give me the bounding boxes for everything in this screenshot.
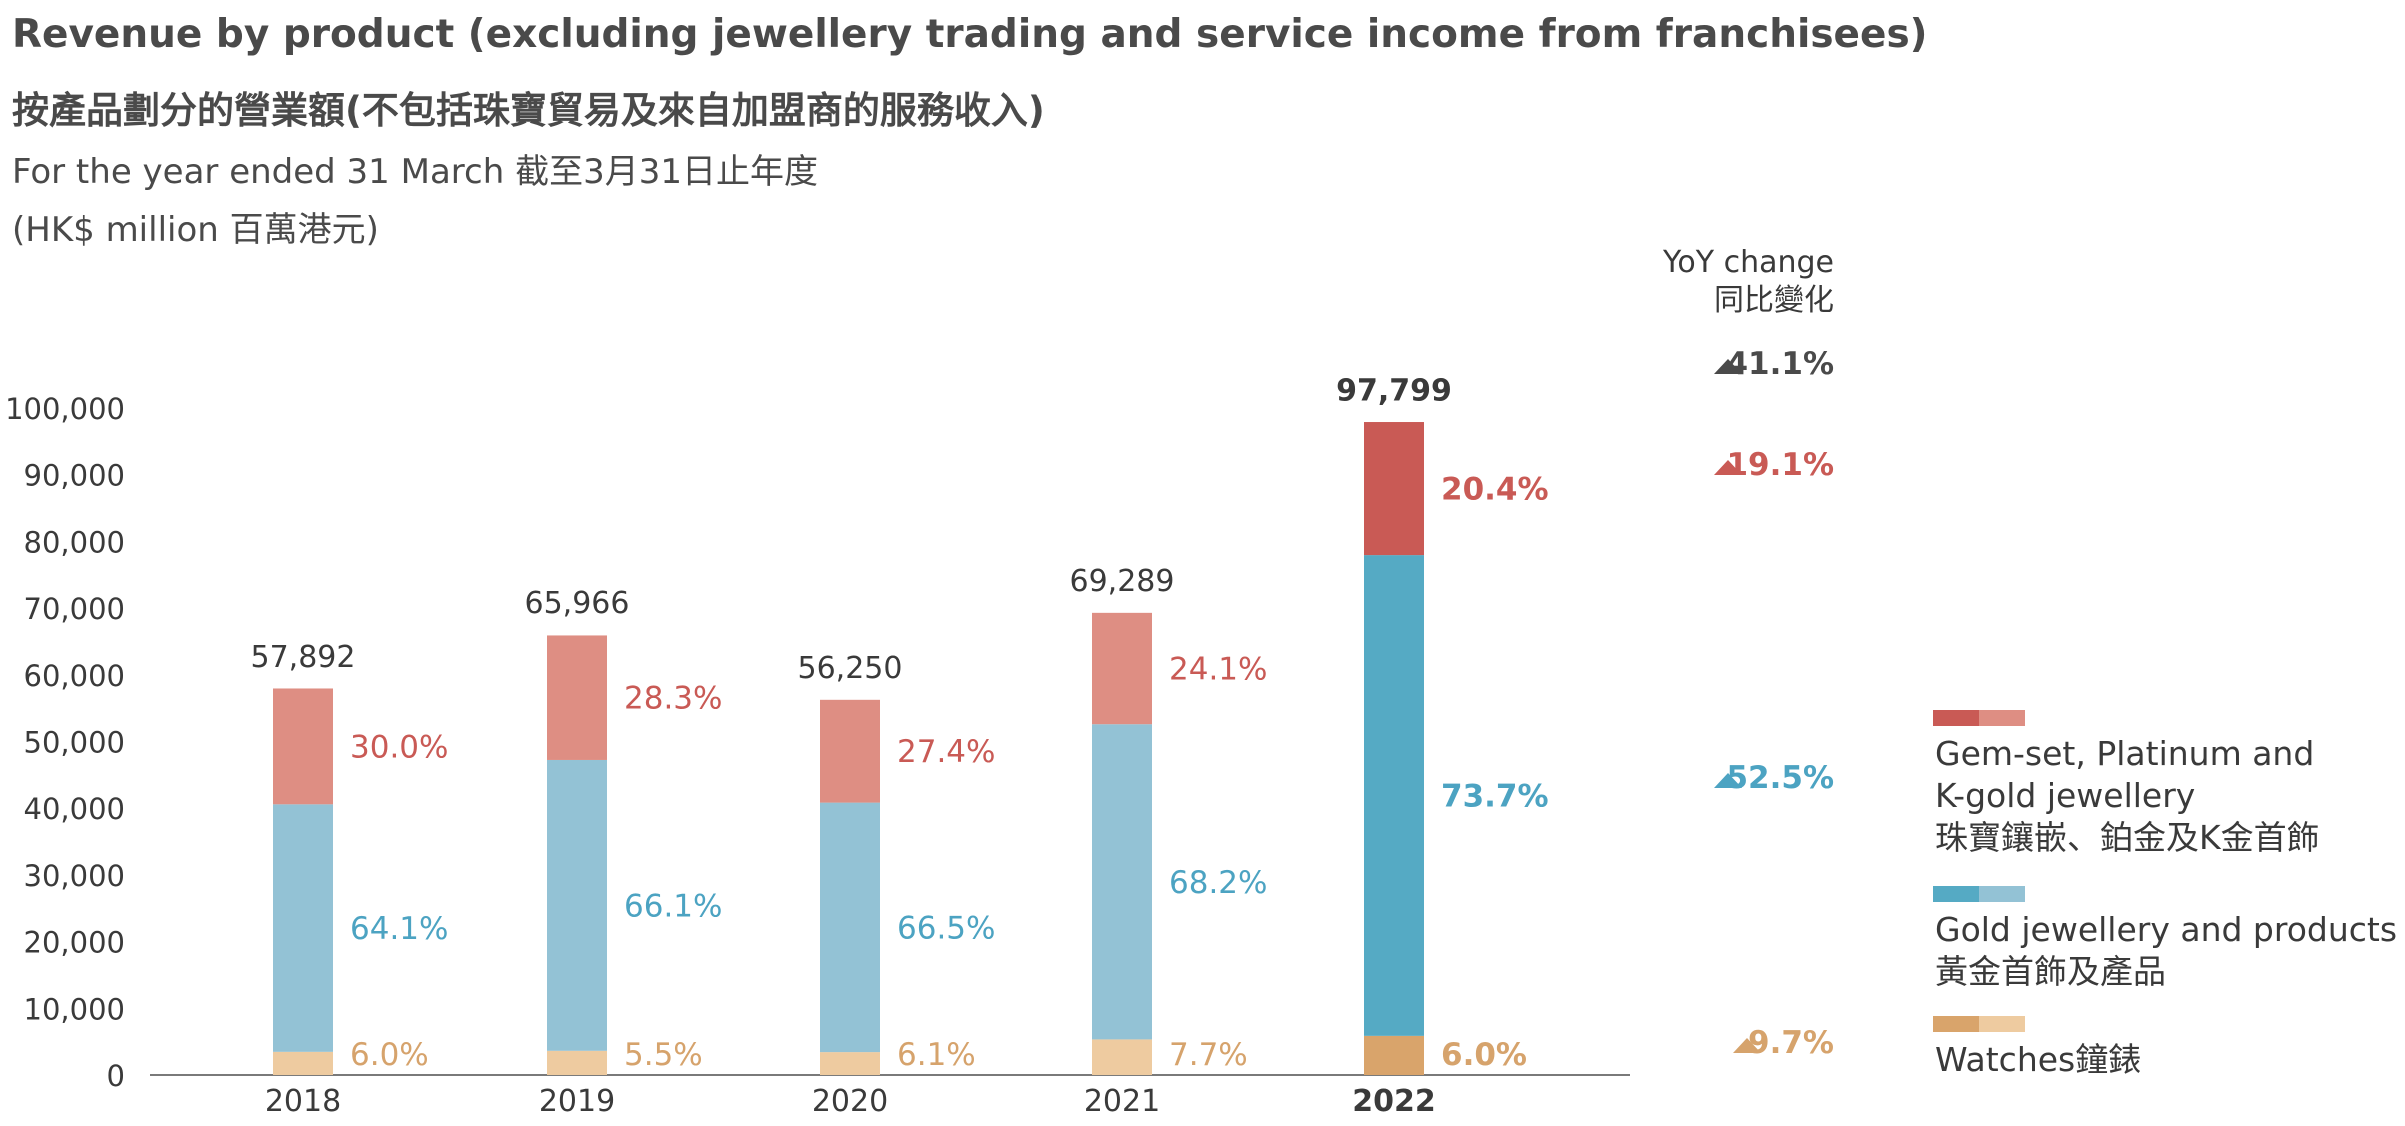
y-axis: 0 10,000 20,000 30,000 40,000 50,000 60,000 70,… — [5, 392, 1630, 1093]
share-label-gold-2020: 66.5% — [897, 910, 995, 946]
period-subtitle: For the year ended 31 March 截至3月31日止年度 — [12, 152, 818, 192]
total-label-2022: 97,799 — [1336, 374, 1452, 409]
yoy-value-watches: 9.7% — [1748, 1025, 1834, 1061]
x-tick-label-2019: 2019 — [539, 1084, 615, 1119]
chart-title-en: Revenue by product (excluding jewellery … — [12, 12, 1928, 57]
legend-swatch-light-watches — [1979, 1016, 2025, 1032]
bar-segment-gemset-2020 — [820, 699, 880, 803]
y-tick-label: 50,000 — [24, 726, 125, 760]
y-tick-label: 70,000 — [24, 592, 125, 626]
share-label-gold-2022: 73.7% — [1441, 778, 1549, 814]
x-tick-label-2020: 2020 — [812, 1084, 888, 1119]
share-label-gold-2018: 64.1% — [350, 911, 448, 947]
y-tick-label: 0 — [107, 1059, 125, 1093]
legend-label-gold: 黃金首飾及產品 — [1935, 952, 2166, 991]
legend-swatch-light-gold — [1979, 886, 2025, 902]
total-label-2021: 69,289 — [1070, 564, 1175, 599]
total-label-2020: 56,250 — [798, 651, 903, 686]
legend-swatch-dark-watches — [1933, 1016, 1979, 1032]
up-arrow-icon — [1714, 773, 1742, 788]
bar-segment-gold-2021 — [1092, 724, 1152, 1040]
y-tick-label: 20,000 — [24, 926, 125, 960]
legend-label-watches: Watches鐘錶 — [1935, 1040, 2141, 1079]
share-label-gemset-2021: 24.1% — [1169, 652, 1267, 688]
yoy-value-gold: 52.5% — [1726, 760, 1834, 796]
legend-label-gemset: Gem-set, Platinum and — [1935, 734, 2314, 773]
yoy-header-zh: 同比變化 — [1714, 283, 1834, 318]
bar-segment-gemset-2019 — [547, 635, 607, 760]
share-label-watches-2019: 5.5% — [624, 1037, 703, 1073]
bar-segment-gemset-2021 — [1092, 612, 1152, 725]
bar-segment-watches-2020 — [820, 1052, 880, 1075]
share-label-gold-2019: 66.1% — [624, 888, 722, 924]
legend-swatch-dark-gemset — [1933, 710, 1979, 726]
y-tick-label: 10,000 — [24, 992, 125, 1026]
up-arrow-icon — [1714, 359, 1742, 374]
yoy-value-total: 41.1% — [1726, 346, 1834, 382]
bar-segment-gold-2022 — [1364, 555, 1424, 1036]
share-label-gemset-2018: 30.0% — [350, 729, 448, 765]
bar-segment-watches-2019 — [547, 1050, 607, 1075]
bar-segment-gemset-2018 — [273, 688, 333, 805]
share-label-watches-2021: 7.7% — [1169, 1037, 1248, 1073]
share-label-watches-2018: 6.0% — [350, 1037, 429, 1073]
bar-segment-gold-2018 — [273, 804, 333, 1052]
share-label-gemset-2022: 20.4% — [1441, 472, 1549, 508]
yoy-header-en: YoY change — [1662, 245, 1834, 280]
yoy-value-gemset: 19.1% — [1726, 447, 1834, 483]
bar-segment-gold-2020 — [820, 802, 880, 1053]
share-label-gemset-2019: 28.3% — [624, 681, 722, 717]
share-label-watches-2022: 6.0% — [1441, 1037, 1527, 1073]
y-tick-label: 40,000 — [24, 792, 125, 826]
up-arrow-icon — [1714, 460, 1742, 475]
x-tick-label-2022: 2022 — [1352, 1084, 1436, 1119]
bar-segment-gemset-2022 — [1364, 422, 1424, 556]
legend-label-gold: Gold jewellery and products — [1935, 910, 2397, 949]
bars: 6.0% 64.1% 30.0% 57,892 5.5% 66.1% 28.3% 65,966… — [251, 374, 1549, 1075]
chart-title-zh: 按產品劃分的營業額(不包括珠寶貿易及來自加盟商的服務收入) — [12, 89, 1045, 132]
x-tick-label-2021: 2021 — [1084, 1084, 1160, 1119]
unit-subtitle: (HK$ million 百萬港元) — [12, 210, 379, 250]
bar-segment-gold-2019 — [547, 759, 607, 1051]
x-tick-label-2018: 2018 — [265, 1084, 341, 1119]
y-tick-label: 100,000 — [5, 392, 125, 426]
bar-segment-watches-2018 — [273, 1051, 333, 1075]
share-label-watches-2020: 6.1% — [897, 1037, 976, 1073]
bar-segment-watches-2021 — [1092, 1039, 1152, 1075]
x-axis: 2018 2019 2020 2021 2022 — [265, 1084, 1436, 1119]
legend-label-gemset: K-gold jewellery — [1935, 776, 2195, 815]
up-arrow-icon — [1733, 1038, 1761, 1053]
y-tick-label: 80,000 — [24, 525, 125, 559]
y-tick-label: 60,000 — [24, 659, 125, 693]
bar-segment-watches-2022 — [1364, 1035, 1424, 1075]
share-label-gemset-2020: 27.4% — [897, 734, 995, 770]
legend-label-gemset: 珠寶鑲嵌、鉑金及K金首飾 — [1935, 818, 2320, 857]
y-tick-label: 90,000 — [24, 459, 125, 493]
total-label-2018: 57,892 — [251, 640, 356, 675]
y-tick-label: 30,000 — [24, 859, 125, 893]
legend-swatch-light-gemset — [1979, 710, 2025, 726]
total-label-2019: 65,966 — [525, 586, 630, 621]
share-label-gold-2021: 68.2% — [1169, 865, 1267, 901]
legend-swatch-dark-gold — [1933, 886, 1979, 902]
